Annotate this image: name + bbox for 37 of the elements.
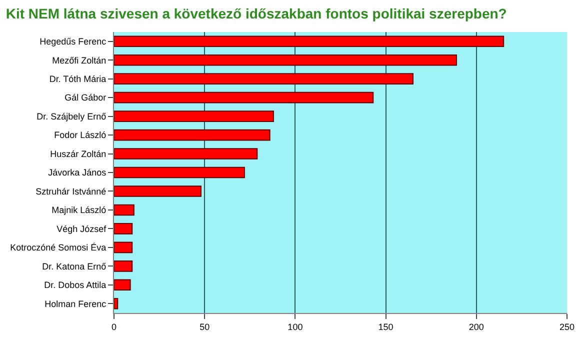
y-tick-label: Kotroczóné Somosi Éva — [10, 242, 106, 253]
chart-title: Kit NEM látna szivesen a következő időszakban fontos politikai szerepben? — [6, 5, 507, 22]
y-tick-label: Dr. Katona Ernő — [42, 261, 106, 272]
bar — [114, 242, 133, 254]
bar — [114, 260, 133, 272]
x-tick-label: 100 — [288, 322, 303, 332]
bar — [114, 110, 274, 122]
y-tick-label: Sztruhár Istvánné — [36, 186, 106, 196]
y-tick-label: Gál Gábor — [64, 92, 106, 103]
x-tick-label: 250 — [559, 322, 575, 332]
y-tick-label: Hegedűs Ferenc — [40, 36, 107, 47]
y-tick-label: Dr. Tóth Mária — [49, 74, 106, 84]
bar — [114, 298, 118, 310]
y-tick-label: Fodor László — [54, 130, 106, 140]
y-tick-label: Huszár Zoltán — [50, 148, 106, 159]
x-tick-label: 200 — [468, 322, 484, 332]
y-tick-label: Végh József — [56, 224, 107, 234]
y-tick-label: Mezőfi Zoltán — [52, 55, 106, 66]
y-tick-label: Majnik László — [52, 205, 106, 216]
bar — [114, 73, 414, 84]
y-tick-label: Jávorka János — [48, 168, 107, 178]
y-tick-label: Dr. Szájbely Ernő — [36, 111, 106, 122]
bar — [114, 129, 270, 141]
bar — [114, 223, 133, 234]
bar — [114, 186, 202, 197]
x-tick-label: 50 — [200, 322, 210, 332]
x-tick-label: 150 — [378, 322, 394, 332]
bar — [114, 166, 245, 178]
bar — [114, 92, 374, 104]
bar — [114, 279, 131, 291]
bar — [114, 148, 258, 160]
y-tick-label: Dr. Dobos Attila — [44, 280, 106, 290]
bar — [114, 36, 504, 48]
bar — [114, 204, 134, 216]
x-tick-label: 0 — [111, 322, 117, 332]
y-tick-label: Holman Ferenc — [44, 298, 107, 309]
bar — [114, 54, 457, 66]
